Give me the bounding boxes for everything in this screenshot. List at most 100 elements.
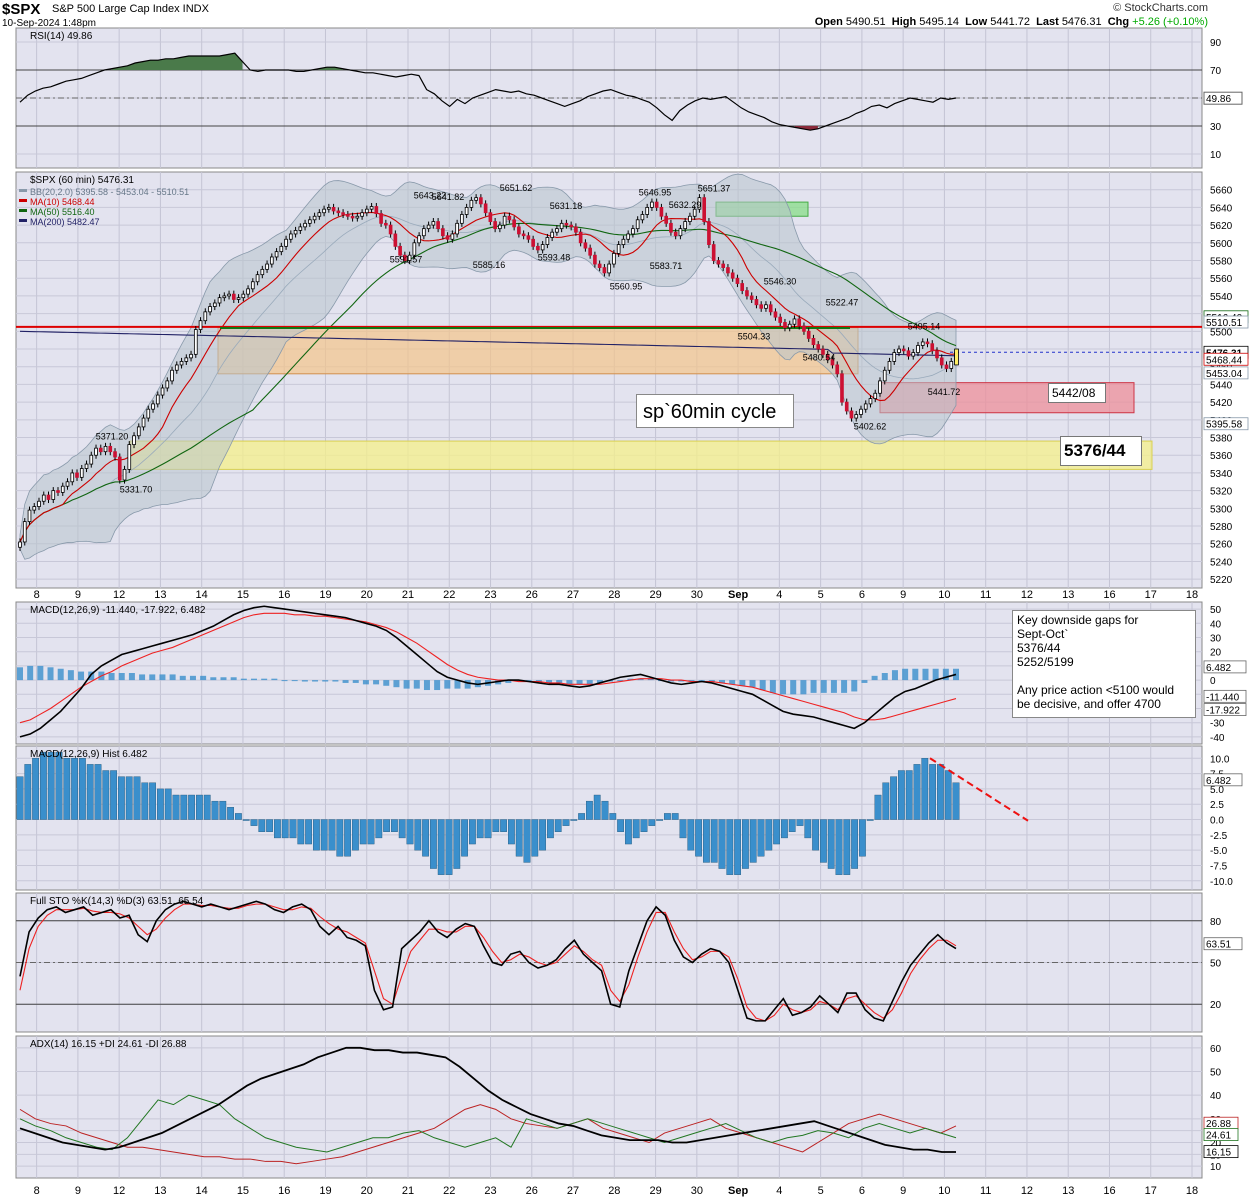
candle-body — [626, 233, 630, 240]
hist-bar — [921, 758, 929, 820]
candle-body — [721, 263, 726, 268]
candle-body — [284, 238, 288, 247]
macd-hist-bar — [149, 674, 156, 681]
candle-body — [678, 228, 683, 237]
candle-body — [901, 348, 906, 352]
candle-body — [350, 215, 355, 219]
sto-right-value: 63.51 — [1206, 940, 1231, 951]
x-tick-label: 27 — [567, 589, 579, 601]
candle-body — [365, 208, 369, 214]
hist-bar — [788, 819, 796, 832]
macd-hist-bar — [668, 680, 675, 682]
candle-body — [236, 297, 241, 300]
price-label: 5593.48 — [538, 253, 571, 263]
candle-body — [246, 288, 250, 295]
hist-bar — [453, 819, 461, 869]
hist-bar — [898, 770, 905, 820]
macd-hist-bar — [556, 680, 563, 683]
hist-bar — [172, 794, 180, 820]
price-label: 5632.29 — [669, 200, 702, 210]
candle-body — [906, 350, 911, 357]
macd-hist-bar — [67, 670, 74, 681]
hist-bar — [266, 819, 273, 832]
x-tick-label: 13 — [154, 589, 166, 601]
candle-body — [692, 208, 697, 217]
candle-body — [944, 364, 949, 369]
macd-right-tag — [1203, 660, 1247, 674]
candle-body — [616, 244, 621, 254]
hist-bar — [882, 782, 890, 820]
price-right-value: 5453.04 — [1206, 369, 1243, 380]
candle-body — [517, 226, 521, 235]
hist-bar — [952, 782, 960, 820]
x-tick-label: 30 — [691, 1185, 703, 1197]
y-tick-label: -5.0 — [1210, 846, 1228, 857]
macd-hist-bar — [189, 675, 196, 681]
macd-hist-bar — [88, 671, 95, 681]
hist-bar — [414, 819, 422, 851]
hist-panel-title: MACD(12,26,9) Hist 6.482 — [30, 749, 148, 760]
hist-bar — [313, 819, 320, 851]
hist-bar — [94, 764, 102, 820]
candle-body — [502, 215, 507, 226]
candle-body — [488, 212, 493, 222]
candle-body — [778, 316, 783, 323]
candle-body — [179, 361, 184, 366]
hist-bar — [40, 751, 47, 820]
candle-body — [193, 329, 198, 355]
y-tick-label: 5560 — [1210, 274, 1233, 285]
x-tick-label: 9 — [75, 1185, 81, 1197]
candle-body — [821, 348, 825, 355]
hist-bar — [843, 819, 851, 875]
candle-body — [265, 263, 269, 270]
y-tick-label: 5320 — [1210, 487, 1233, 498]
macd-hist-bar — [434, 680, 441, 691]
candle-body — [574, 226, 578, 233]
macd-signal-line — [19, 612, 957, 724]
x-tick-label: 26 — [526, 1185, 538, 1197]
price-panel-title: $SPX (60 min) 5476.31 — [30, 175, 134, 186]
candle-body — [507, 215, 512, 221]
rsi-oversold-fill — [794, 126, 818, 131]
candle-body — [892, 352, 897, 362]
hist-bar — [944, 770, 952, 820]
price-label: 5643.22 — [414, 191, 447, 201]
macd-hist-bar — [251, 678, 257, 681]
hist-bar — [258, 819, 266, 832]
macd-hist-bar — [535, 680, 542, 682]
macd-hist-bar — [912, 668, 919, 681]
candle-body — [621, 238, 626, 245]
hist-bar — [149, 782, 156, 820]
candle-body — [274, 251, 279, 258]
x-tick-label: 12 — [1021, 1185, 1033, 1197]
candle-body — [336, 210, 341, 214]
x-tick-label: 12 — [113, 1185, 125, 1197]
macd-hist-bar — [566, 680, 573, 685]
candle-body — [393, 233, 398, 247]
macd-hist-bar — [444, 680, 451, 689]
macd-hist-bar — [118, 673, 125, 681]
y-tick-label: 0 — [1210, 676, 1216, 687]
candle-body — [521, 233, 526, 237]
candle-body — [22, 521, 27, 543]
sto-right-tag — [1203, 937, 1243, 951]
candle-body — [18, 541, 22, 548]
price-right-tag — [1203, 315, 1249, 329]
macd-hist-bar — [139, 674, 146, 681]
y-tick-label: 5620 — [1210, 221, 1233, 232]
candle-body — [132, 435, 136, 446]
candle-body — [322, 208, 326, 214]
candle-body — [645, 207, 649, 215]
hist-bar — [703, 819, 710, 863]
candle-body — [683, 221, 688, 230]
candle-body — [355, 215, 360, 219]
macd-hist-bar — [291, 680, 298, 682]
cycle-annotation: sp`60min cycle — [636, 394, 794, 428]
candle-body — [550, 231, 554, 238]
hist-bar — [679, 819, 687, 839]
candle-body — [498, 224, 502, 230]
x-tick-label: 18 — [1186, 589, 1198, 601]
y-tick-label: 5440 — [1210, 380, 1233, 391]
hist-bar — [695, 819, 703, 857]
hist-bar — [242, 819, 250, 821]
